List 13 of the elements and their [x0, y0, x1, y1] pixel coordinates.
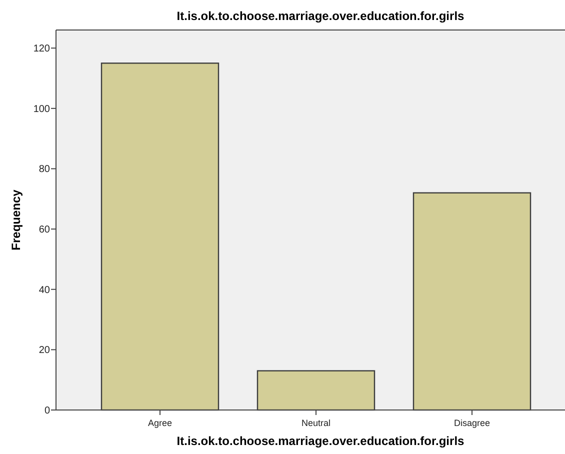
y-tick-label: 0 — [44, 406, 50, 416]
x-tick-label: Disagree — [454, 418, 490, 428]
y-tick-label: 20 — [38, 345, 50, 356]
y-axis-title: Frequency — [9, 189, 23, 250]
y-tick-label: 120 — [33, 44, 50, 55]
x-tick-label: Agree — [148, 418, 172, 428]
y-tick-label: 80 — [38, 164, 50, 176]
chart-title: It.is.ok.to.choose.marriage.over.education.for.girls — [176, 9, 465, 23]
y-tick-label: 100 — [33, 104, 50, 115]
x-axis-title: It.is.ok.to.choose.marriage.over.education.for.girls — [176, 434, 465, 448]
x-tick-label: Neutral — [301, 418, 331, 428]
y-tick-label: 40 — [38, 284, 50, 296]
y-tick-label: 60 — [38, 224, 50, 236]
